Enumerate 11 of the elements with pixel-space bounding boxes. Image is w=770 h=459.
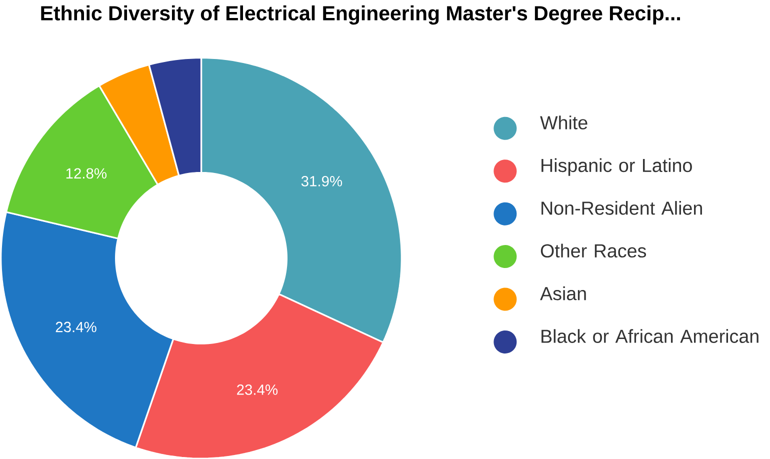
legend-label: Asian (540, 286, 586, 300)
data-label: 31.9% (301, 176, 342, 186)
data-label: 23.4% (237, 384, 278, 395)
legend-label: Hispanic or Latino (542, 158, 692, 176)
legend-label: Other Races (540, 244, 646, 258)
data-label: 23.4% (56, 322, 96, 332)
legend-label: Non-Resident Alien (542, 200, 702, 215)
legend-label: Black or African American (542, 328, 758, 343)
chart-title: Ethnic Diversity of Electrical Engineering Master's Degree Recip... (41, 5, 680, 24)
data-label: 12.8% (66, 168, 107, 178)
legend-label: White (540, 115, 588, 130)
